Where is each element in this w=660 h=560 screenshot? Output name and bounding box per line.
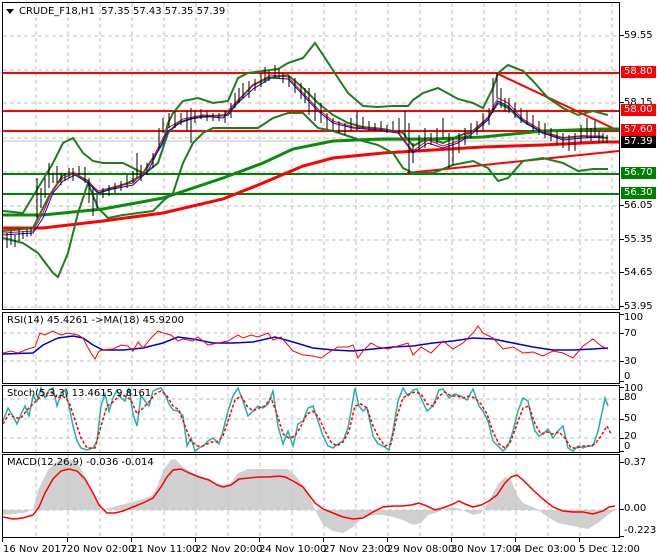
support-levels bbox=[3, 173, 619, 195]
ohlc-values: 57.35 57.43 57.35 57.39 bbox=[101, 6, 226, 17]
time-label: 5 Dec 12:00 bbox=[579, 544, 640, 555]
last-price-tag: 57.39 bbox=[621, 136, 656, 148]
time-axis[interactable]: 16 Nov 2017 20 Nov 02:00 21 Nov 11:00 22… bbox=[2, 538, 640, 560]
macd-tick: -0.223 bbox=[624, 525, 657, 536]
price-tick: 58.15 bbox=[624, 97, 653, 108]
rsi-grid bbox=[3, 313, 619, 383]
stoch-tick: 20 bbox=[624, 431, 637, 442]
macd-title: MACD(12,26,9) -0.036 -0.014 bbox=[7, 457, 154, 468]
macd-tick: 0.37 bbox=[624, 457, 647, 468]
macd-axis: 0.37 0.00 -0.223 bbox=[620, 454, 660, 538]
stoch-tick: 0 bbox=[624, 441, 631, 452]
rsi-axis: 100 70 30 0 bbox=[620, 312, 660, 384]
resistance-levels bbox=[3, 72, 619, 132]
stochastic-axis: 100 80 50 20 0 bbox=[620, 383, 660, 453]
time-label: 27 Nov 23:00 bbox=[323, 544, 391, 555]
price-bars bbox=[6, 65, 608, 248]
rsi-plot bbox=[3, 313, 619, 383]
rsi-tick: 0 bbox=[624, 371, 631, 382]
triangle-down-icon[interactable] bbox=[6, 8, 14, 14]
time-label: 22 Nov 20:00 bbox=[195, 544, 263, 555]
slow-ma-red bbox=[3, 140, 619, 230]
time-label: 30 Nov 17:00 bbox=[451, 544, 519, 555]
main-price-panel[interactable]: CRUDE_F18,H1 57.35 57.43 57.35 57.39 bbox=[2, 2, 620, 310]
resistance-tag-58-00: 58.00 bbox=[621, 104, 656, 116]
price-grid bbox=[3, 3, 619, 309]
rsi-ma-line bbox=[3, 335, 609, 355]
price-tick: 54.65 bbox=[624, 267, 653, 278]
price-plot bbox=[3, 3, 619, 309]
time-label: 21 Nov 11:00 bbox=[131, 544, 199, 555]
time-label: 4 Dec 03:00 bbox=[515, 544, 576, 555]
rsi-tick: 100 bbox=[624, 312, 644, 323]
macd-histogram bbox=[3, 459, 615, 533]
time-label: 29 Nov 08:00 bbox=[387, 544, 455, 555]
rsi-line bbox=[3, 325, 609, 360]
stochastic-plot bbox=[3, 386, 619, 452]
price-tick: 53.95 bbox=[624, 301, 653, 312]
symbol-label: CRUDE_F18,H1 bbox=[19, 6, 95, 17]
rsi-tick: 30 bbox=[624, 356, 637, 367]
fast-ma-blue bbox=[3, 77, 604, 236]
rsi-tick: 70 bbox=[624, 328, 637, 339]
price-axis[interactable]: 59.55 58.15 56.05 55.35 54.65 53.95 58.8… bbox=[620, 2, 660, 312]
price-tick: 59.55 bbox=[624, 30, 653, 41]
chart-title[interactable]: CRUDE_F18,H1 57.35 57.43 57.35 57.39 bbox=[6, 6, 225, 17]
macd-signal-line bbox=[3, 468, 616, 520]
stochastic-panel[interactable]: Stoch(5,3,3) 13.4615 9.8161 bbox=[2, 385, 620, 453]
support-tag-56-30: 56.30 bbox=[621, 187, 656, 199]
macd-plot bbox=[3, 455, 619, 537]
resistance-tag-57-60: 57.60 bbox=[621, 124, 656, 136]
fast-ma-red bbox=[3, 74, 603, 234]
slow-ma-green bbox=[3, 127, 619, 217]
macd-tick: 0.00 bbox=[624, 503, 647, 514]
descending-trendline bbox=[495, 72, 619, 132]
price-tick: 56.05 bbox=[624, 200, 653, 211]
bollinger-upper bbox=[3, 41, 609, 215]
time-label: 20 Nov 02:00 bbox=[67, 544, 135, 555]
rsi-panel[interactable]: RSI(14) 45.4261 ->MA(18) 45.9200 bbox=[2, 312, 620, 384]
stoch-tick: 80 bbox=[624, 392, 637, 403]
stochastic-title: Stoch(5,3,3) 13.4615 9.8161 bbox=[7, 388, 152, 399]
bollinger-lower bbox=[3, 112, 608, 279]
price-tick: 55.35 bbox=[624, 234, 653, 245]
support-tag-56-70: 56.70 bbox=[621, 167, 656, 179]
macd-panel[interactable]: MACD(12,26,9) -0.036 -0.014 bbox=[2, 454, 620, 538]
time-label: 16 Nov 2017 bbox=[3, 544, 68, 555]
time-label: 24 Nov 10:00 bbox=[259, 544, 327, 555]
stoch-d-line bbox=[3, 390, 612, 449]
rsi-title: RSI(14) 45.4261 ->MA(18) 45.9200 bbox=[7, 315, 184, 326]
resistance-tag-58-80: 58.80 bbox=[621, 66, 656, 78]
stoch-tick: 100 bbox=[624, 383, 644, 394]
stoch-tick: 50 bbox=[624, 413, 637, 424]
